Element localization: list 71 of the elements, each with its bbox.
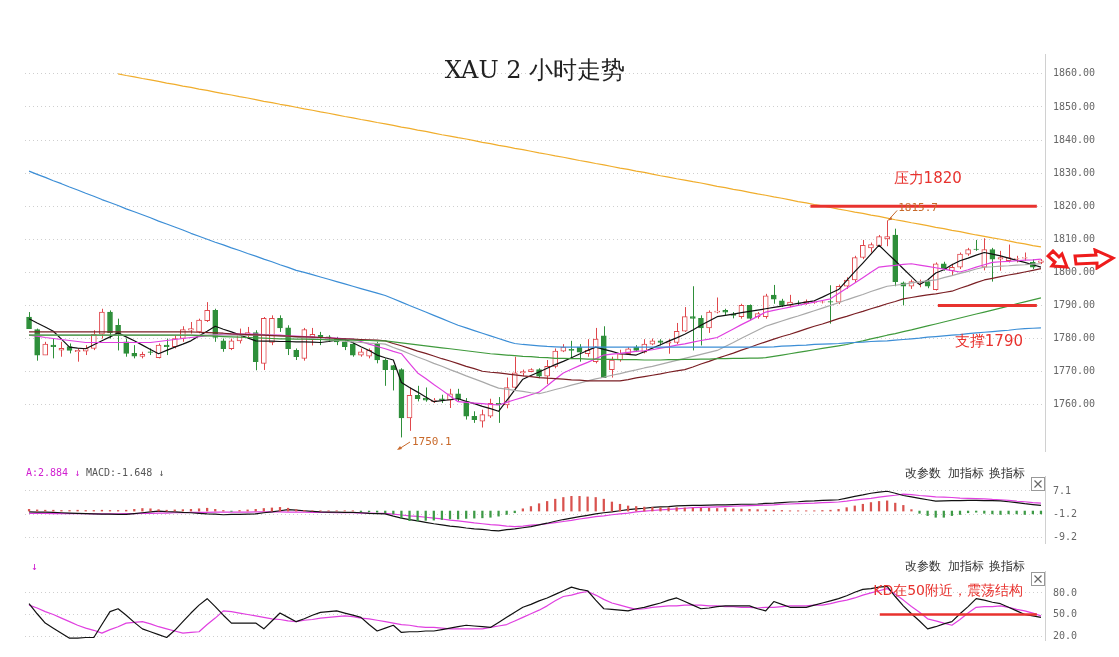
- y-tick-label: 1840.00: [1053, 133, 1096, 145]
- candlestick: [714, 296, 720, 314]
- bar: [910, 509, 913, 512]
- bar: [999, 510, 1002, 515]
- candlestick: [390, 364, 397, 391]
- annotation: 加指标: [948, 559, 984, 573]
- bar: [1007, 510, 1010, 515]
- y-tick-label: 1830.00: [1053, 166, 1096, 178]
- y-tick-label: 50.0: [1053, 608, 1078, 620]
- y-tick-label: 1850.00: [1053, 100, 1096, 112]
- bar: [740, 508, 743, 512]
- annotation: MACD:-1.648 ↓: [86, 467, 165, 478]
- bar: [667, 507, 670, 512]
- bar: [149, 508, 152, 512]
- y-tick-label: 1820.00: [1053, 199, 1096, 211]
- bar: [918, 510, 921, 514]
- y-tick-label: 1860.00: [1053, 67, 1096, 79]
- bar: [659, 507, 662, 512]
- candlestick: [463, 397, 470, 421]
- candlestick: [681, 306, 688, 333]
- bar: [141, 508, 144, 512]
- bar: [926, 510, 929, 516]
- bar: [157, 509, 160, 512]
- bar: [578, 496, 581, 512]
- annotation: 换指标: [989, 466, 1025, 480]
- y-tick-label: 1760.00: [1053, 398, 1096, 410]
- bar: [651, 507, 654, 512]
- candlestick: [204, 301, 210, 323]
- y-tick-label: 1770.00: [1053, 365, 1096, 377]
- annotation: 加指标: [948, 466, 984, 480]
- y-tick-label: 7.1: [1053, 484, 1072, 496]
- annotation: 改参数: [905, 559, 941, 573]
- bar: [481, 510, 484, 519]
- annotation: 换指标: [989, 559, 1025, 573]
- y-tick-label: 80.0: [1053, 586, 1078, 598]
- candlestick: [860, 239, 866, 260]
- y-tick-label: -9.2: [1053, 530, 1078, 542]
- candlestick: [382, 357, 389, 387]
- ref-line-label: 支撑1790: [954, 331, 1023, 350]
- annotation: A:2.884 ↓: [26, 467, 81, 478]
- y-tick-label: -1.2: [1053, 508, 1078, 520]
- bar: [570, 496, 573, 512]
- ref-line-label: 压力1820: [893, 168, 962, 187]
- bar: [586, 496, 589, 512]
- y-tick-label: 1790.00: [1053, 299, 1096, 311]
- candlestick: [99, 308, 105, 340]
- bar: [748, 509, 751, 512]
- bar: [497, 510, 500, 517]
- candlestick: [706, 309, 712, 334]
- bar: [489, 510, 492, 518]
- bar: [416, 510, 419, 522]
- candlestick: [107, 309, 113, 340]
- candlestick: [851, 255, 858, 283]
- bar: [400, 510, 403, 519]
- candlestick: [123, 338, 130, 358]
- bar: [837, 509, 840, 512]
- candlestick: [997, 250, 1004, 272]
- y-tick-label: 1800.00: [1053, 265, 1096, 277]
- y-tick-label: 1780.00: [1053, 332, 1096, 344]
- annotation: 改参数: [905, 466, 941, 480]
- chart-title: XAU 2 小时走势: [444, 56, 626, 84]
- annotation: 1750.1: [412, 434, 452, 448]
- annotation: 1815.7: [898, 200, 938, 214]
- bar: [408, 510, 411, 521]
- candlestick: [690, 285, 696, 351]
- candlestick: [609, 356, 615, 379]
- y-tick-label: 1810.00: [1053, 232, 1096, 244]
- bar: [991, 510, 994, 515]
- y-tick-label: 20.0: [1053, 629, 1078, 641]
- bar: [756, 509, 759, 512]
- annotation: ↓: [31, 559, 38, 573]
